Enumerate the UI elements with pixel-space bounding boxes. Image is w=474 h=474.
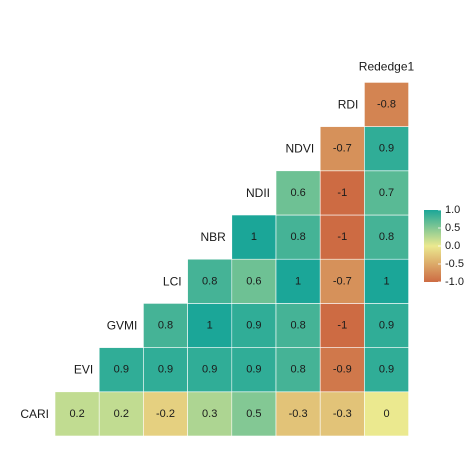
cell-NDVI-Rededge1	[364, 126, 409, 172]
cell-label-CARI-LCI: -0.2	[156, 408, 175, 420]
cell-label-EVI-Rededge1: 0.9	[379, 364, 394, 376]
cell-label-CARI-NBR: 0.3	[202, 408, 217, 420]
cell-label-EVI-NDVI: 0.8	[290, 364, 305, 376]
cell-label-NDII-Rededge1: 0.7	[379, 187, 394, 199]
heatmap-cells: 0.2 0.2 -0.2 0.3 0.5 -0.3 -0.3 0 0.9 0.9 0.9 0.9 0.8…	[54, 82, 409, 437]
cell-label-EVI-NDII: 0.9	[246, 364, 261, 376]
legend-colorbar	[424, 210, 441, 282]
legend-tick-label--0.5: -0.5	[445, 258, 464, 270]
cell-label-EVI-GVMI: 0.9	[114, 364, 129, 376]
cell-EVI-NDII	[231, 347, 277, 393]
cell-label-EVI-LCI: 0.9	[158, 364, 173, 376]
cell-CARI-NDVI	[275, 391, 321, 437]
cell-NDII-NDVI	[275, 170, 321, 216]
cell-label-NDVI-Rededge1: 0.9	[379, 143, 394, 155]
variable-labels: CARI EVI GVMI LCI NBR NDII NDVI RDI Rededge1	[20, 59, 415, 421]
cell-label-NBR-Rededge1: 0.8	[379, 231, 394, 243]
legend-tick-label--1.0: -1.0	[445, 276, 464, 288]
label-RDI: RDI	[338, 98, 359, 112]
cell-RDI-Rededge1	[364, 82, 409, 127]
cell-CARI-RDI	[319, 391, 365, 437]
cell-CARI-NDII	[231, 391, 277, 437]
cell-GVMI-NDII	[231, 303, 277, 348]
cell-CARI-NBR	[187, 391, 233, 437]
cell-label-LCI-NDII: 0.6	[246, 275, 261, 287]
cell-label-LCI-Rededge1: 1	[383, 275, 389, 287]
legend-tick-label-0.5: 0.5	[445, 222, 460, 234]
cell-label-CARI-NDVI: -0.3	[289, 408, 308, 420]
cell-EVI-GVMI	[98, 347, 144, 393]
legend-tick-label-0.0: 0.0	[445, 240, 460, 252]
cell-label-GVMI-NDII: 0.9	[246, 320, 261, 332]
cell-NBR-Rededge1	[364, 214, 409, 260]
cell-CARI-EVI	[54, 391, 100, 437]
cell-label-GVMI-RDI: -1	[337, 320, 347, 332]
cell-label-NDII-NDVI: 0.6	[290, 187, 305, 199]
cell-label-EVI-NBR: 0.9	[202, 364, 217, 376]
cell-label-GVMI-NBR: 1	[207, 320, 213, 332]
cell-GVMI-LCI	[143, 303, 188, 348]
cell-LCI-NBR	[187, 258, 233, 304]
cell-label-CARI-RDI: -0.3	[333, 408, 352, 420]
cell-label-NBR-NDII: 1	[251, 231, 257, 243]
cell-GVMI-NBR	[187, 303, 233, 348]
color-legend: 1.0 0.5 0.0 -0.5 -1.0	[424, 204, 464, 288]
cell-NBR-NDII	[231, 214, 277, 260]
cell-label-LCI-NBR: 0.8	[202, 275, 217, 287]
cell-CARI-GVMI	[98, 391, 144, 437]
cell-EVI-LCI	[143, 347, 188, 393]
cell-NBR-RDI	[319, 214, 365, 260]
label-NDVI: NDVI	[286, 142, 315, 156]
label-Rededge1: Rededge1	[359, 59, 415, 73]
label-NDII: NDII	[246, 186, 270, 200]
cell-label-CARI-GVMI: 0.2	[114, 408, 129, 420]
cell-label-RDI-Rededge1: -0.8	[377, 99, 396, 111]
legend-ticks: 1.0 0.5 0.0 -0.5 -1.0	[438, 204, 464, 288]
cell-LCI-NDII	[231, 258, 277, 304]
cell-label-LCI-RDI: -0.7	[333, 275, 352, 287]
cell-label-GVMI-LCI: 0.8	[158, 320, 173, 332]
label-LCI: LCI	[163, 274, 182, 288]
cell-label-CARI-NDII: 0.5	[246, 408, 261, 420]
cell-NBR-NDVI	[275, 214, 321, 260]
label-CARI: CARI	[20, 407, 49, 421]
cell-label-LCI-NDVI: 1	[295, 275, 301, 287]
cell-label-NDII-RDI: -1	[337, 187, 347, 199]
cell-label-NDVI-RDI: -0.7	[333, 143, 352, 155]
cell-label-EVI-RDI: -0.9	[333, 364, 352, 376]
cell-LCI-RDI	[319, 258, 365, 304]
cell-EVI-Rededge1	[364, 347, 409, 393]
legend-tick-label-1.0: 1.0	[445, 204, 460, 216]
cell-label-GVMI-Rededge1: 0.9	[379, 320, 394, 332]
cell-label-CARI-Rededge1: 0	[383, 408, 389, 420]
label-EVI: EVI	[74, 363, 93, 377]
cell-CARI-Rededge1	[364, 391, 409, 437]
cell-EVI-NDVI	[275, 347, 321, 393]
cell-LCI-Rededge1	[364, 258, 409, 304]
cell-NDVI-RDI	[319, 126, 365, 172]
cell-GVMI-RDI	[319, 303, 365, 348]
cell-GVMI-NDVI	[275, 303, 321, 348]
cell-label-GVMI-NDVI: 0.8	[290, 320, 305, 332]
cell-GVMI-Rededge1	[364, 303, 409, 348]
cell-label-CARI-EVI: 0.2	[69, 408, 84, 420]
cell-label-NBR-NDVI: 0.8	[290, 231, 305, 243]
cell-label-NBR-RDI: -1	[337, 231, 347, 243]
label-GVMI: GVMI	[107, 319, 138, 333]
label-NBR: NBR	[200, 230, 226, 244]
